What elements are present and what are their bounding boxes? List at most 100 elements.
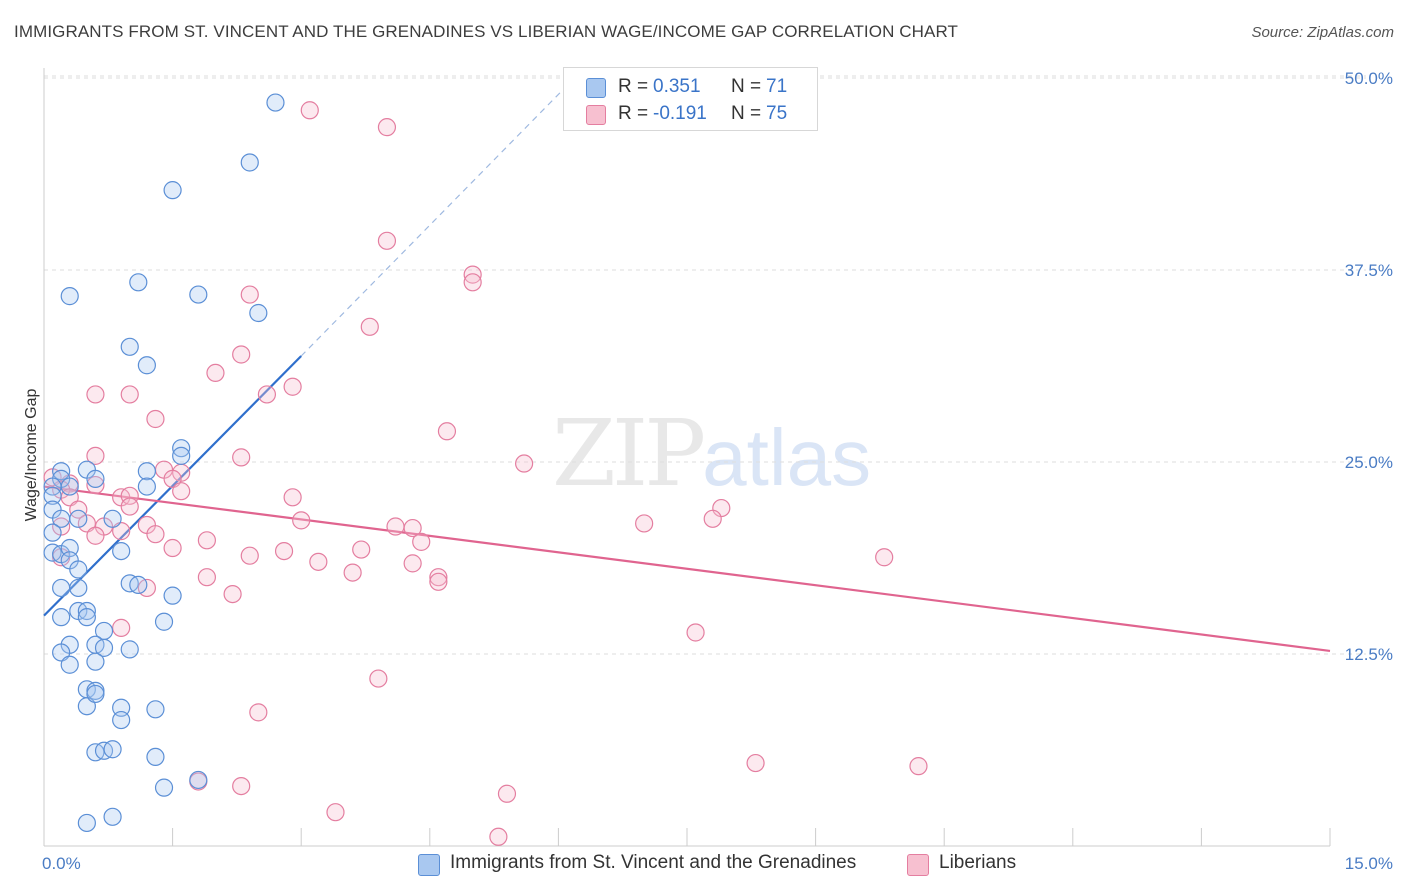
legend-r-label: R =: [618, 76, 649, 97]
point-immigrants: [103, 740, 122, 759]
y-tick-label: 50.0%: [1345, 69, 1393, 88]
legend-label-liberians: Liberians: [939, 852, 1017, 873]
point-liberians: [232, 776, 251, 796]
point-immigrants: [172, 446, 191, 465]
y-axis-label: Wage/Income Gap: [23, 389, 40, 522]
point-liberians: [86, 385, 105, 404]
point-immigrants: [60, 287, 79, 306]
x-tick-label-max: 15.0%: [1345, 854, 1393, 873]
point-immigrants: [129, 273, 148, 292]
point-immigrants: [172, 439, 191, 458]
watermark-atlas: atlas: [702, 413, 872, 502]
point-liberians: [206, 363, 225, 383]
point-immigrants: [154, 612, 174, 631]
point-liberians: [223, 584, 242, 604]
point-liberians: [69, 500, 88, 519]
point-immigrants: [120, 337, 139, 356]
source-credit: Source: ZipAtlas.com: [1251, 24, 1394, 41]
point-liberians: [86, 526, 105, 545]
point-immigrants: [112, 710, 131, 730]
point-liberians: [686, 623, 705, 642]
point-immigrants: [52, 462, 71, 481]
watermark: ZIPatlas: [552, 400, 871, 507]
point-liberians: [112, 522, 131, 541]
point-liberians: [515, 454, 534, 473]
point-immigrants: [60, 477, 79, 496]
point-liberians: [86, 446, 105, 465]
point-liberians: [489, 827, 508, 846]
point-immigrants: [77, 608, 96, 627]
point-liberians: [309, 552, 328, 571]
data-points: [43, 93, 928, 846]
point-liberians: [163, 469, 182, 488]
point-immigrants: [189, 285, 208, 304]
point-immigrants: [146, 700, 165, 719]
point-liberians: [703, 509, 722, 528]
point-liberians: [875, 548, 894, 567]
point-immigrants: [69, 560, 88, 579]
point-immigrants: [103, 509, 122, 528]
point-immigrants: [52, 608, 71, 627]
point-immigrants: [86, 684, 105, 704]
point-immigrants: [69, 578, 88, 598]
point-liberians: [257, 385, 277, 404]
legend-swatch-liberians: [586, 105, 606, 125]
point-liberians: [240, 546, 259, 565]
point-immigrants: [240, 153, 259, 172]
point-immigrants: [154, 778, 174, 797]
point-liberians: [197, 568, 216, 587]
trend-line-liberians: [43, 485, 1331, 653]
point-immigrants: [86, 652, 105, 671]
legend-n-label: N =: [731, 76, 762, 97]
point-liberians: [746, 753, 765, 773]
point-immigrants: [249, 303, 268, 323]
point-immigrants: [129, 575, 148, 594]
legend-label-immigrants: Immigrants from St. Vincent and the Gren…: [450, 852, 857, 873]
point-liberians: [172, 482, 191, 501]
point-immigrants: [43, 523, 62, 542]
point-liberians: [120, 486, 139, 505]
legend-n-value: 71: [766, 76, 788, 97]
point-immigrants: [103, 807, 122, 826]
point-liberians: [86, 475, 105, 495]
point-immigrants: [52, 578, 71, 598]
chart-title: IMMIGRANTS FROM ST. VINCENT AND THE GREN…: [14, 22, 959, 41]
trend-extension-immigrants: [300, 85, 568, 357]
point-immigrants: [77, 601, 96, 621]
point-liberians: [249, 703, 268, 722]
point-liberians: [635, 514, 654, 533]
point-liberians: [909, 757, 928, 776]
legend-swatch-immigrants: [586, 78, 606, 98]
point-liberians: [403, 554, 422, 573]
point-liberians: [120, 385, 139, 404]
correlation-legend: R = 0.351 N = 71 R = -0.191 N = 75: [563, 67, 818, 131]
axes: [43, 68, 1331, 847]
point-liberians: [292, 511, 311, 530]
point-immigrants: [77, 697, 96, 716]
point-liberians: [146, 409, 165, 429]
point-liberians: [232, 448, 251, 467]
point-liberians: [377, 231, 397, 250]
point-immigrants: [94, 638, 114, 657]
trend-lines: [43, 85, 1331, 653]
legend-swatch-liberians: [907, 854, 929, 876]
y-tick-label: 25.0%: [1345, 453, 1393, 472]
point-immigrants: [137, 462, 156, 481]
point-liberians: [77, 514, 96, 533]
point-liberians: [343, 563, 362, 582]
point-immigrants: [112, 541, 131, 561]
point-liberians: [112, 618, 131, 637]
point-immigrants: [266, 93, 285, 112]
point-liberians: [386, 517, 405, 536]
point-liberians: [283, 377, 302, 396]
legend-n-value: 75: [766, 103, 788, 124]
point-immigrants: [163, 181, 182, 200]
point-liberians: [369, 669, 388, 688]
point-liberians: [274, 541, 294, 561]
y-tick-label: 12.5%: [1345, 645, 1393, 664]
legend-r-value: -0.191: [653, 103, 707, 124]
point-liberians: [437, 422, 457, 441]
point-liberians: [197, 531, 216, 550]
point-immigrants: [60, 655, 79, 674]
